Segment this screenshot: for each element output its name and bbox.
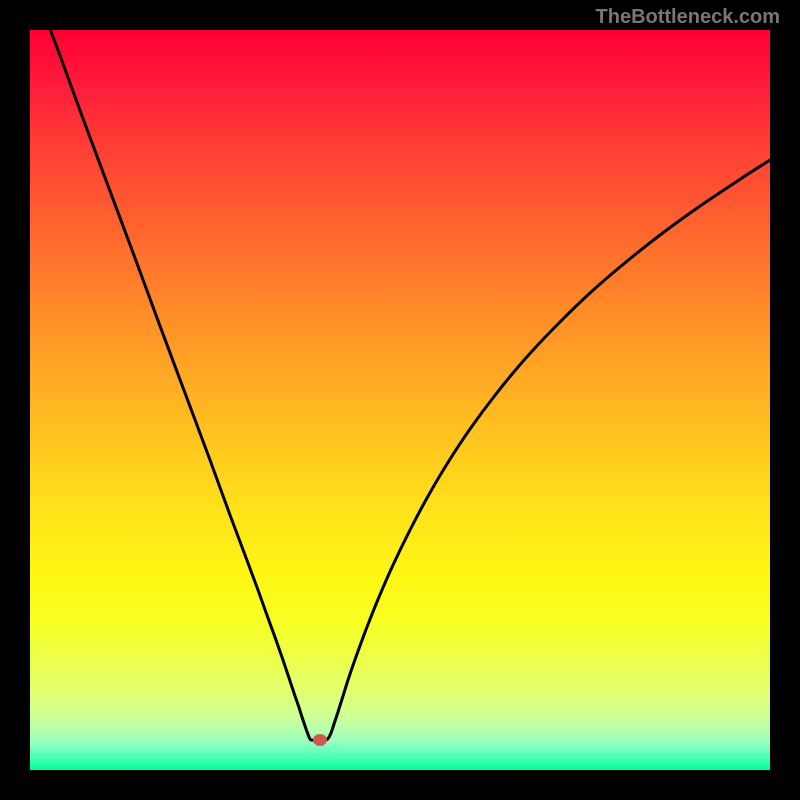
curve-svg <box>30 30 770 770</box>
plot-area <box>30 30 770 770</box>
optimal-point-marker <box>313 734 327 746</box>
canvas: TheBottleneck.com <box>0 0 800 800</box>
v-curve <box>44 30 770 740</box>
watermark-label: TheBottleneck.com <box>596 6 780 29</box>
